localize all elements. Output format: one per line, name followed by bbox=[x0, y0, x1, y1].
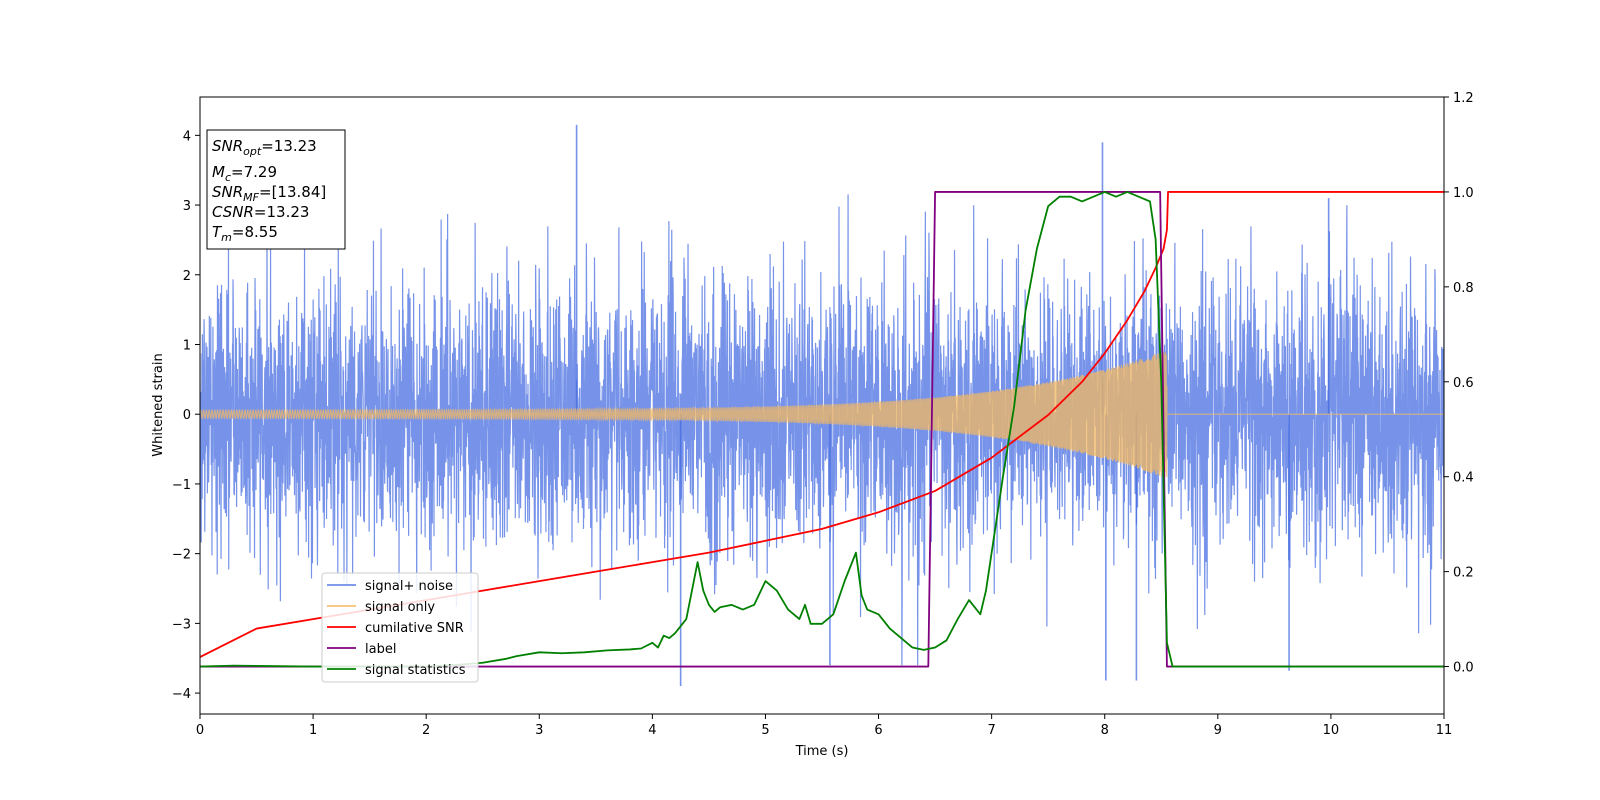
x-tick-label-11: 11 bbox=[1436, 723, 1453, 738]
series-signal-only bbox=[200, 351, 1444, 478]
x-tick-label-7: 7 bbox=[987, 723, 995, 738]
legend-label-signal-only: signal only bbox=[365, 600, 435, 615]
x-axis-title: Time (s) bbox=[795, 744, 849, 759]
x-tick-label-2: 2 bbox=[422, 723, 430, 738]
legend-label-cumulative-snr: cumilative SNR bbox=[365, 621, 464, 636]
y2-tick-label-0: 0.0 bbox=[1453, 661, 1474, 676]
plot-frame bbox=[199, 96, 1445, 715]
legend-frame bbox=[321, 572, 479, 683]
stats-snr-mf: SNRMF=[13.84] bbox=[212, 183, 326, 204]
legend: signal+ noise signal only cumilative SNR… bbox=[321, 572, 479, 683]
y-tick-label--1: −1 bbox=[172, 478, 191, 493]
x-tick-label-4: 4 bbox=[648, 723, 656, 738]
stats-tm: Tm=8.55 bbox=[212, 223, 278, 244]
y2-tick-label-0.6: 0.6 bbox=[1453, 376, 1474, 391]
x-tick-label-8: 8 bbox=[1101, 723, 1109, 738]
x-tick-label-9: 9 bbox=[1214, 723, 1222, 738]
stats-box-frame bbox=[206, 129, 346, 250]
y2-tick-label-1: 1.0 bbox=[1453, 186, 1474, 201]
x-tick-label-10: 10 bbox=[1323, 723, 1340, 738]
stats-snr-opt: SNRopt=13.23 bbox=[212, 137, 317, 158]
y2-tick-label-0.4: 0.4 bbox=[1453, 471, 1474, 486]
stats-mc: Mc=7.29 bbox=[212, 163, 277, 184]
legend-label-label: label bbox=[365, 642, 396, 657]
legend-label-signal-statistics: signal statistics bbox=[365, 663, 466, 678]
y-tick-label-2: 2 bbox=[183, 269, 191, 284]
y-tick-label-4: 4 bbox=[183, 129, 191, 144]
y2-tick-label-0.8: 0.8 bbox=[1453, 281, 1474, 296]
y-axis-title: Whitened strain bbox=[151, 353, 166, 456]
stats-box: SNRopt=13.23 Mc=7.29 SNRMF=[13.84] CSNR=… bbox=[206, 129, 346, 250]
legend-label-signal-noise: signal+ noise bbox=[365, 579, 453, 594]
y-tick-label-0: 0 bbox=[183, 408, 191, 423]
y-tick-label--4: −4 bbox=[172, 687, 191, 702]
y-tick-label--3: −3 bbox=[172, 617, 191, 632]
y-tick-label--2: −2 bbox=[172, 548, 191, 563]
y-tick-label-1: 1 bbox=[183, 338, 191, 353]
series-signal-statistics bbox=[200, 191, 1444, 668]
x-tick-label-0: 0 bbox=[196, 723, 204, 738]
stats-csnr: CSNR=13.23 bbox=[212, 203, 309, 221]
x-tick-label-1: 1 bbox=[309, 723, 317, 738]
series-signal-noise bbox=[200, 194, 1444, 666]
x-tick-label-6: 6 bbox=[874, 723, 882, 738]
y2-tick-label-0.2: 0.2 bbox=[1453, 566, 1474, 581]
x-tick-label-5: 5 bbox=[761, 723, 769, 738]
x-tick-label-3: 3 bbox=[535, 723, 543, 738]
ticks-layer: 0 1 2 3 4 5 6 7 8 9 10 11 −4 −3 −2 −1 0 1 2 3 4 0.0 0.2 0.4 0.6 0… bbox=[172, 91, 1474, 738]
y2-tick-label-1.2: 1.2 bbox=[1453, 91, 1474, 106]
y-tick-label-3: 3 bbox=[183, 199, 191, 214]
